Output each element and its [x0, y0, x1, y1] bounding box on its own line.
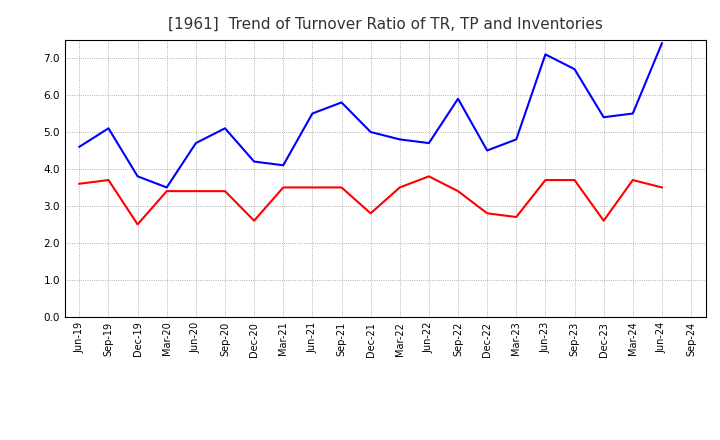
Trade Payables: [541, 52, 550, 57]
Trade Payables: [75, 144, 84, 150]
Trade Payables: [483, 148, 492, 153]
Trade Payables: [657, 40, 666, 46]
Trade Payables: [250, 159, 258, 164]
Line: Trade Receivables: Trade Receivables: [79, 176, 662, 224]
Trade Receivables: [192, 188, 200, 194]
Trade Receivables: [657, 185, 666, 190]
Trade Payables: [308, 111, 317, 116]
Trade Payables: [425, 140, 433, 146]
Trade Receivables: [541, 177, 550, 183]
Trade Receivables: [454, 188, 462, 194]
Trade Payables: [104, 126, 113, 131]
Trade Receivables: [163, 188, 171, 194]
Trade Payables: [599, 114, 608, 120]
Trade Receivables: [279, 185, 287, 190]
Trade Receivables: [133, 222, 142, 227]
Trade Receivables: [512, 214, 521, 220]
Trade Payables: [337, 100, 346, 105]
Trade Receivables: [250, 218, 258, 224]
Trade Payables: [512, 137, 521, 142]
Trade Receivables: [75, 181, 84, 187]
Trade Receivables: [483, 211, 492, 216]
Trade Receivables: [366, 211, 375, 216]
Line: Trade Payables: Trade Payables: [79, 43, 662, 187]
Trade Payables: [163, 185, 171, 190]
Trade Receivables: [425, 174, 433, 179]
Trade Payables: [570, 66, 579, 72]
Trade Receivables: [629, 177, 637, 183]
Trade Receivables: [104, 177, 113, 183]
Trade Payables: [220, 126, 229, 131]
Trade Receivables: [220, 188, 229, 194]
Trade Payables: [133, 174, 142, 179]
Trade Receivables: [308, 185, 317, 190]
Trade Payables: [192, 140, 200, 146]
Trade Payables: [395, 137, 404, 142]
Trade Receivables: [395, 185, 404, 190]
Trade Receivables: [599, 218, 608, 224]
Trade Payables: [279, 163, 287, 168]
Trade Payables: [454, 96, 462, 101]
Trade Payables: [366, 129, 375, 135]
Trade Receivables: [337, 185, 346, 190]
Trade Payables: [629, 111, 637, 116]
Title: [1961]  Trend of Turnover Ratio of TR, TP and Inventories: [1961] Trend of Turnover Ratio of TR, TP…: [168, 16, 603, 32]
Trade Receivables: [570, 177, 579, 183]
